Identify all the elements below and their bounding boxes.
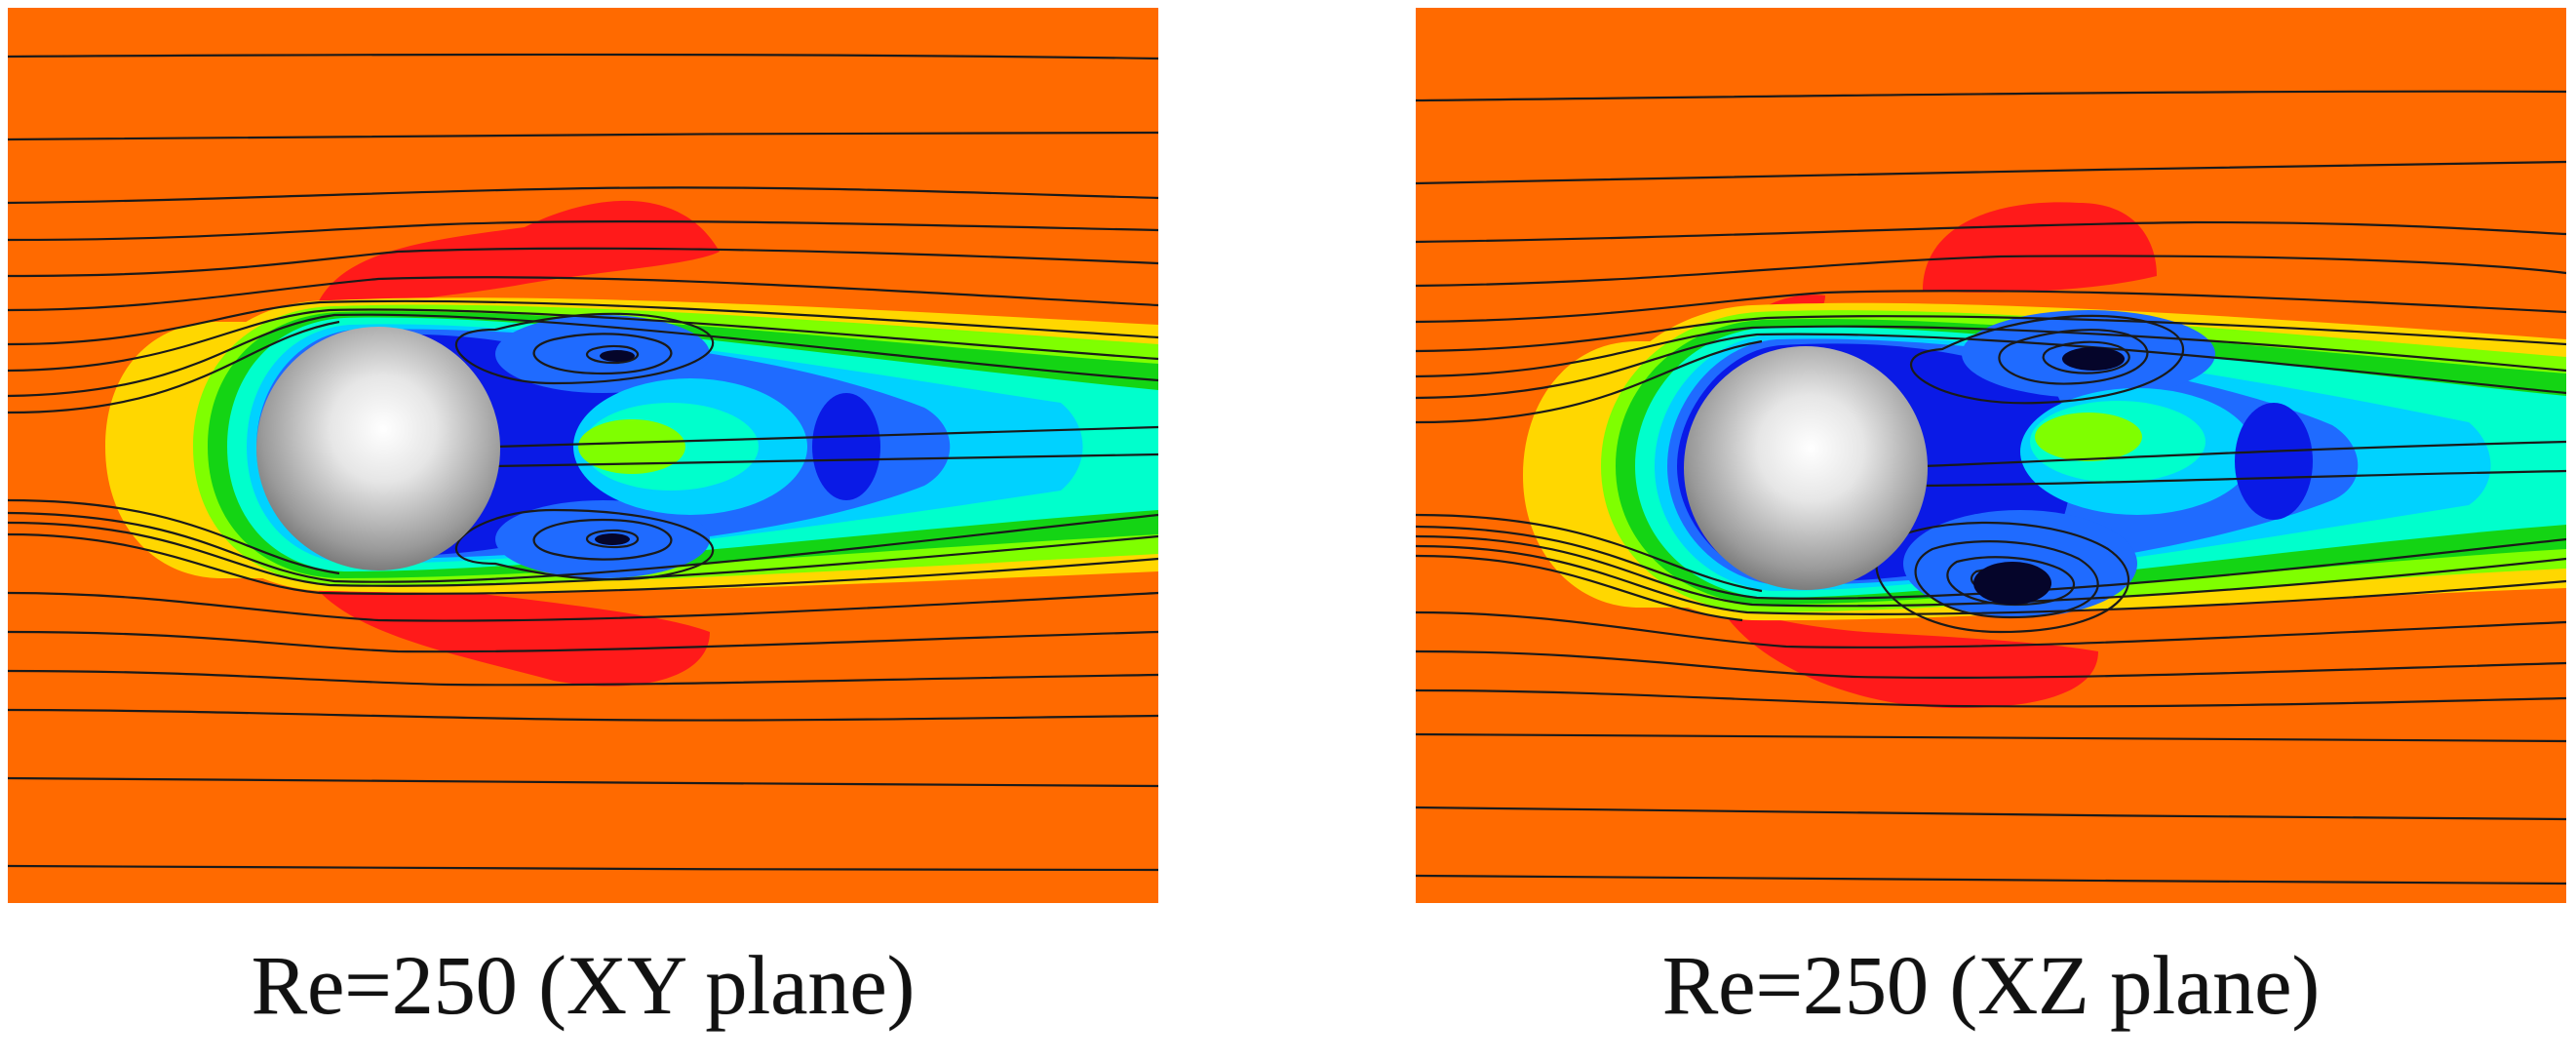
wake-tail-deep: [812, 393, 880, 500]
lower-vortex-core: [595, 533, 630, 545]
wake-center-lime: [578, 419, 685, 474]
upper-vortex-core: [2062, 347, 2125, 371]
lower-vortex-core: [1973, 562, 2051, 605]
xz-plane-figure: [1416, 8, 2566, 903]
sphere: [256, 327, 500, 570]
xz-plane-contour-plot: [1416, 8, 2566, 903]
streamlines: [8, 53, 1158, 872]
lower-red-region: [1718, 603, 2098, 709]
xy-plane-contour-plot: [8, 8, 1158, 903]
xy-plane-figure: [8, 8, 1158, 903]
upper-red-region: [310, 200, 720, 330]
streamlines: [1416, 90, 2566, 885]
sphere: [1684, 346, 1928, 590]
xz-plane-caption: Re=250 (XZ plane): [1661, 938, 2321, 1032]
wake-tail-deep: [2235, 403, 2313, 520]
xy-plane-caption: Re=250 (XY plane): [251, 938, 916, 1032]
upper-vortex-core: [600, 350, 635, 362]
wake-center-lime: [2035, 413, 2142, 461]
